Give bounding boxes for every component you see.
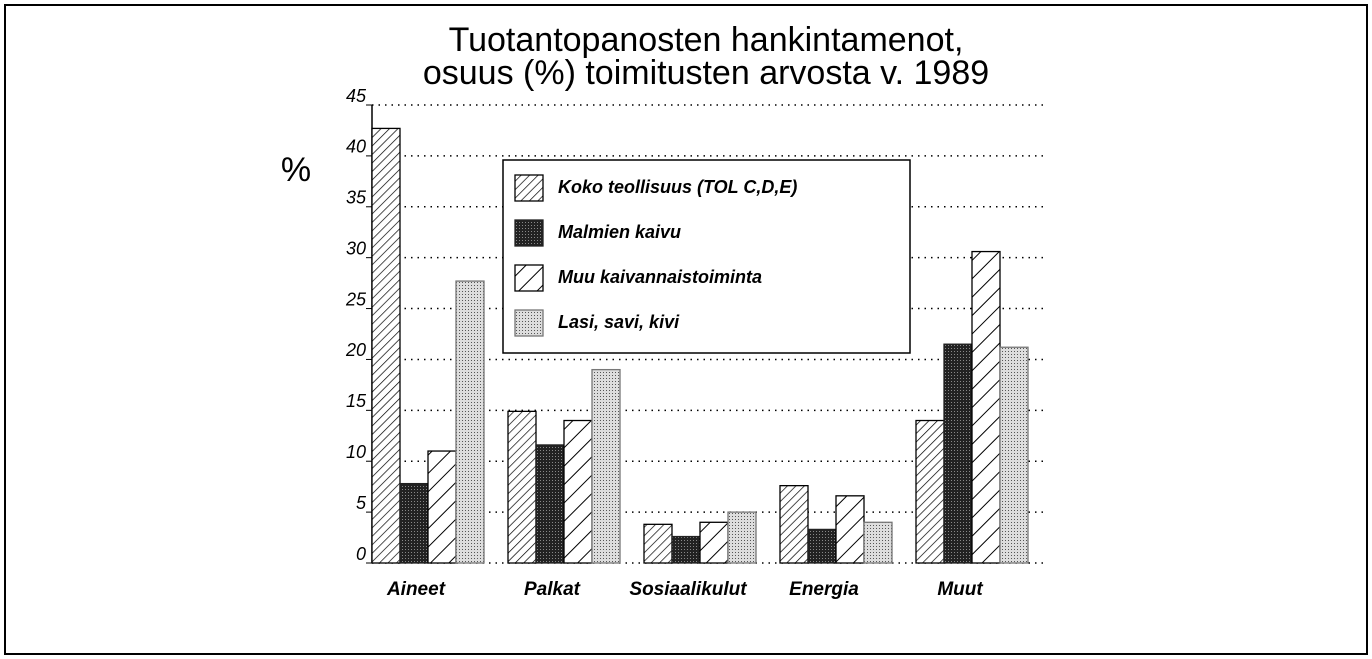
y-tick-label: 35 (346, 188, 367, 208)
bar (591, 368, 621, 564)
x-tick-label: Aineet (386, 579, 446, 600)
bar (643, 523, 673, 564)
bar (427, 450, 457, 564)
bar (371, 127, 401, 564)
bar (999, 346, 1029, 564)
bar (943, 343, 973, 564)
y-tick-label: 40 (346, 137, 366, 157)
x-tick-label: Sosiaalikulut (629, 579, 747, 600)
bar (835, 495, 865, 564)
y-tick-label: 0 (356, 544, 366, 564)
chart-title: Tuotantopanosten hankintamenot, (449, 21, 964, 59)
bar (971, 250, 1001, 564)
bar (399, 482, 429, 564)
y-tick-label: 5 (356, 493, 367, 513)
y-tick-label: 20 (345, 340, 366, 360)
y-tick-label: 10 (346, 442, 366, 462)
x-tick-label: Palkat (524, 579, 581, 600)
bar (507, 410, 537, 564)
bar (699, 521, 729, 564)
bar (671, 535, 701, 564)
legend-swatch (514, 219, 544, 247)
bar (563, 419, 593, 564)
bar (863, 521, 893, 564)
legend-swatch (514, 174, 544, 202)
chart-title: osuus (%) toimitusten arvosta v. 1989 (423, 54, 989, 92)
legend-swatch (514, 309, 544, 337)
bar (915, 419, 945, 564)
bar (535, 444, 565, 564)
bar (727, 511, 757, 564)
y-tick-label: 15 (346, 391, 367, 411)
legend-label: Lasi, savi, kivi (558, 312, 680, 332)
legend-swatch (514, 264, 544, 292)
legend-box (502, 159, 911, 354)
y-tick-label: 25 (345, 289, 367, 309)
bar (807, 528, 837, 564)
legend-label: Muu kaivannaistoiminta (558, 267, 762, 287)
x-tick-label: Energia (789, 579, 859, 600)
bar (779, 484, 809, 564)
y-axis-label: % (281, 151, 311, 189)
bar (455, 280, 485, 564)
y-tick-label: 30 (346, 238, 366, 258)
y-tick-label: 45 (346, 86, 367, 106)
legend-label: Koko teollisuus (TOL C,D,E) (558, 177, 797, 197)
legend-label: Malmien kaivu (558, 222, 681, 242)
x-tick-label: Muut (937, 579, 983, 600)
frame (4, 4, 1368, 655)
